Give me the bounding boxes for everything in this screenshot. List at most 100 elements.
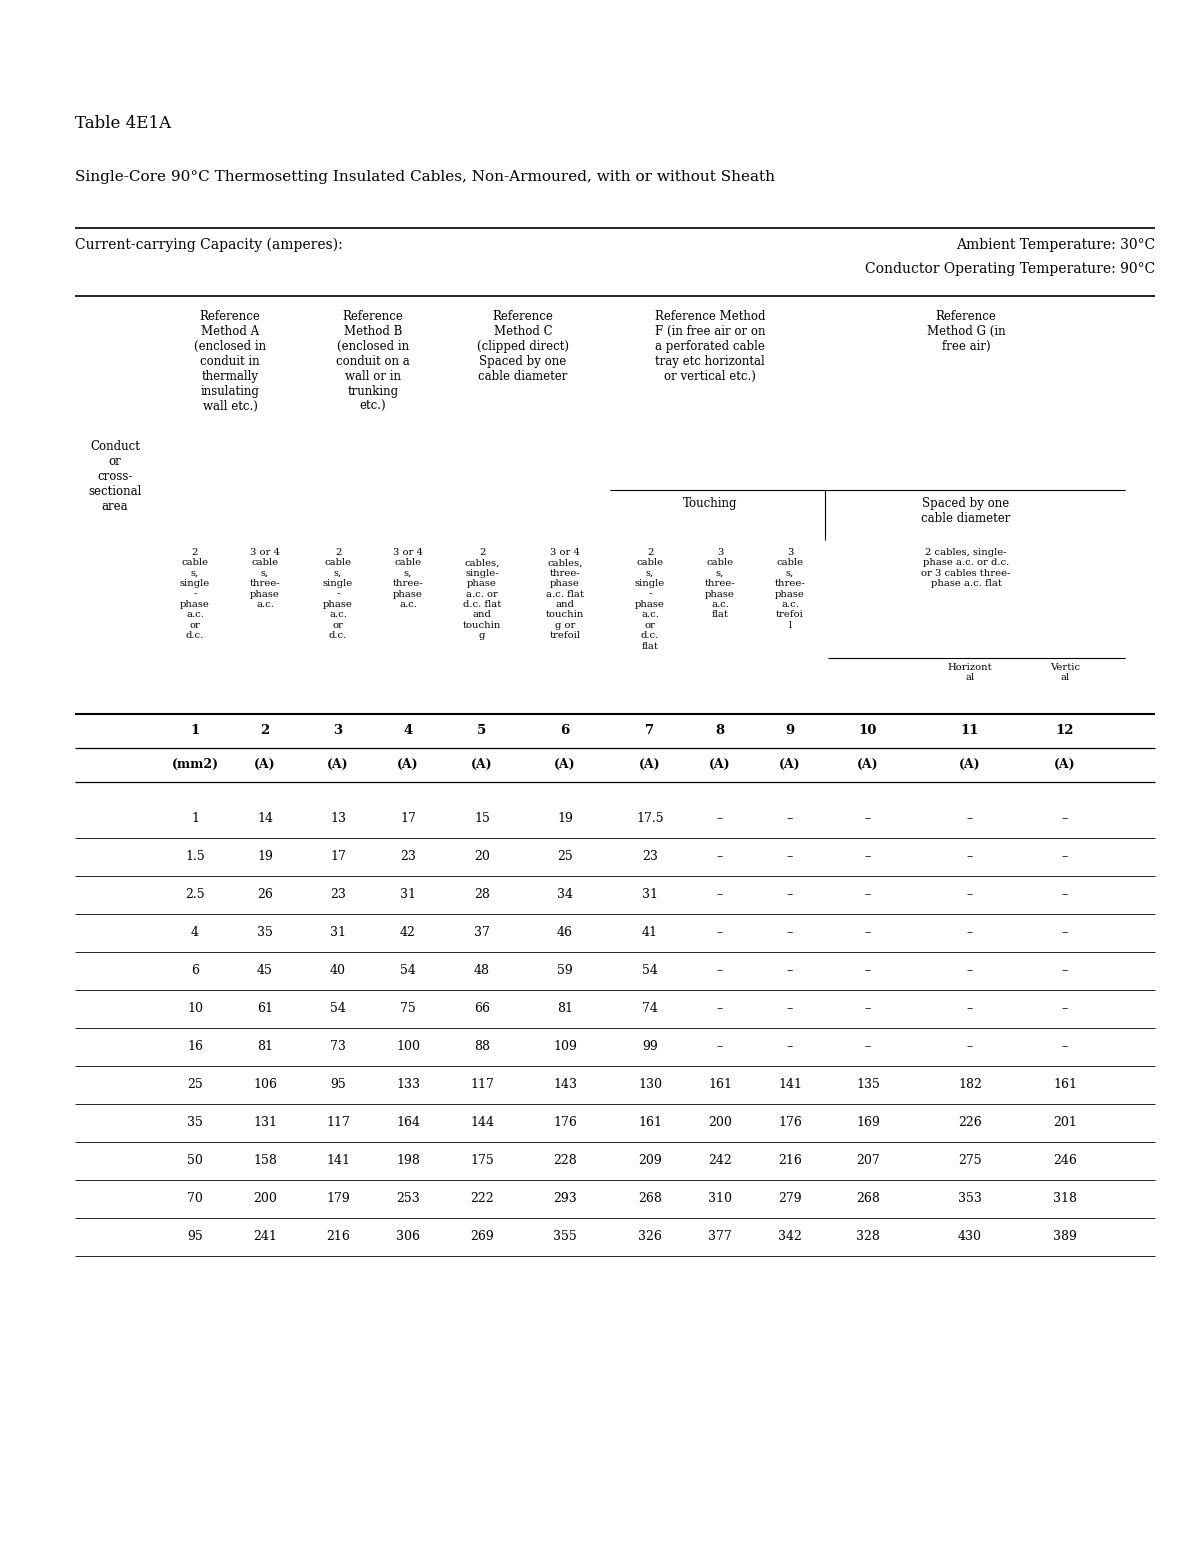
Text: 25: 25 — [557, 851, 572, 863]
Text: –: – — [967, 888, 973, 901]
Text: 3: 3 — [334, 724, 342, 736]
Text: 222: 222 — [470, 1193, 494, 1205]
Text: –: – — [716, 812, 724, 826]
Text: 81: 81 — [557, 1003, 574, 1016]
Text: 2
cable
s,
single
-
phase
a.c.
or
d.c.: 2 cable s, single - phase a.c. or d.c. — [180, 548, 210, 640]
Text: –: – — [1062, 851, 1068, 863]
Text: –: – — [865, 1003, 871, 1016]
Text: –: – — [716, 1003, 724, 1016]
Text: 326: 326 — [638, 1230, 662, 1244]
Text: 355: 355 — [553, 1230, 577, 1244]
Text: 54: 54 — [642, 964, 658, 977]
Text: 275: 275 — [958, 1154, 982, 1168]
Text: 28: 28 — [474, 888, 490, 901]
Text: (A): (A) — [254, 758, 276, 770]
Text: 141: 141 — [326, 1154, 350, 1168]
Text: –: – — [967, 1003, 973, 1016]
Text: –: – — [787, 812, 793, 826]
Text: 3
cable
s,
three-
phase
a.c.
trefoi
l: 3 cable s, three- phase a.c. trefoi l — [775, 548, 805, 631]
Text: 66: 66 — [474, 1003, 490, 1016]
Text: –: – — [787, 927, 793, 940]
Text: (A): (A) — [397, 758, 419, 770]
Text: 41: 41 — [642, 927, 658, 940]
Text: –: – — [865, 812, 871, 826]
Text: 310: 310 — [708, 1193, 732, 1205]
Text: –: – — [787, 1041, 793, 1053]
Text: 201: 201 — [1054, 1117, 1076, 1129]
Text: (A): (A) — [959, 758, 980, 770]
Text: –: – — [1062, 964, 1068, 977]
Text: (A): (A) — [779, 758, 800, 770]
Text: 2
cables,
single-
phase
a.c. or
d.c. flat
and
touchin
g: 2 cables, single- phase a.c. or d.c. fla… — [463, 548, 502, 640]
Text: Current-carrying Capacity (amperes):: Current-carrying Capacity (amperes): — [74, 238, 343, 253]
Text: 135: 135 — [856, 1078, 880, 1092]
Text: 269: 269 — [470, 1230, 494, 1244]
Text: 176: 176 — [553, 1117, 577, 1129]
Text: 169: 169 — [856, 1117, 880, 1129]
Text: 306: 306 — [396, 1230, 420, 1244]
Text: 2.5: 2.5 — [185, 888, 205, 901]
Text: 318: 318 — [1054, 1193, 1078, 1205]
Text: (A): (A) — [640, 758, 661, 770]
Text: 161: 161 — [1054, 1078, 1078, 1092]
Text: –: – — [967, 964, 973, 977]
Text: 17: 17 — [330, 851, 346, 863]
Text: 10: 10 — [187, 1003, 203, 1016]
Text: 16: 16 — [187, 1041, 203, 1053]
Text: Spaced by one
cable diameter: Spaced by one cable diameter — [922, 497, 1010, 525]
Text: 161: 161 — [708, 1078, 732, 1092]
Text: –: – — [716, 964, 724, 977]
Text: 4: 4 — [191, 927, 199, 940]
Text: 130: 130 — [638, 1078, 662, 1092]
Text: Ambient Temperature: 30°C: Ambient Temperature: 30°C — [955, 238, 1154, 252]
Text: (mm2): (mm2) — [172, 758, 218, 770]
Text: 2 cables, single-
phase a.c. or d.c.
or 3 cables three-
phase a.c. flat: 2 cables, single- phase a.c. or d.c. or … — [922, 548, 1010, 589]
Text: 241: 241 — [253, 1230, 277, 1244]
Text: –: – — [1062, 1003, 1068, 1016]
Text: –: – — [787, 888, 793, 901]
Text: –: – — [1062, 812, 1068, 826]
Text: –: – — [967, 851, 973, 863]
Text: 268: 268 — [856, 1193, 880, 1205]
Text: 175: 175 — [470, 1154, 494, 1168]
Text: 10: 10 — [859, 724, 877, 736]
Text: –: – — [716, 851, 724, 863]
Text: –: – — [787, 851, 793, 863]
Text: 7: 7 — [646, 724, 654, 736]
Text: 143: 143 — [553, 1078, 577, 1092]
Text: 48: 48 — [474, 964, 490, 977]
Text: 59: 59 — [557, 964, 572, 977]
Text: 26: 26 — [257, 888, 272, 901]
Text: Reference
Method B
(enclosed in
conduit on a
wall or in
trunking
etc.): Reference Method B (enclosed in conduit … — [336, 311, 410, 413]
Text: 3 or 4
cable
s,
three-
phase
a.c.: 3 or 4 cable s, three- phase a.c. — [392, 548, 424, 609]
Text: 19: 19 — [257, 851, 272, 863]
Text: 133: 133 — [396, 1078, 420, 1092]
Text: Conduct
or
cross-
sectional
area: Conduct or cross- sectional area — [89, 439, 142, 512]
Text: 200: 200 — [708, 1117, 732, 1129]
Text: (A): (A) — [709, 758, 731, 770]
Text: –: – — [865, 851, 871, 863]
Text: –: – — [1062, 927, 1068, 940]
Text: 377: 377 — [708, 1230, 732, 1244]
Text: 198: 198 — [396, 1154, 420, 1168]
Text: 23: 23 — [330, 888, 346, 901]
Text: 17.5: 17.5 — [636, 812, 664, 826]
Text: 353: 353 — [958, 1193, 982, 1205]
Text: 228: 228 — [553, 1154, 577, 1168]
Text: 161: 161 — [638, 1117, 662, 1129]
Text: 23: 23 — [642, 851, 658, 863]
Text: 31: 31 — [330, 927, 346, 940]
Text: (A): (A) — [1054, 758, 1076, 770]
Text: –: – — [1062, 888, 1068, 901]
Text: Single-Core 90°C Thermosetting Insulated Cables, Non-Armoured, with or without S: Single-Core 90°C Thermosetting Insulated… — [74, 169, 775, 183]
Text: 5: 5 — [478, 724, 487, 736]
Text: 4: 4 — [403, 724, 413, 736]
Text: 158: 158 — [253, 1154, 277, 1168]
Text: –: – — [716, 927, 724, 940]
Text: 106: 106 — [253, 1078, 277, 1092]
Text: 14: 14 — [257, 812, 274, 826]
Text: 200: 200 — [253, 1193, 277, 1205]
Text: 117: 117 — [470, 1078, 494, 1092]
Text: 164: 164 — [396, 1117, 420, 1129]
Text: 6: 6 — [191, 964, 199, 977]
